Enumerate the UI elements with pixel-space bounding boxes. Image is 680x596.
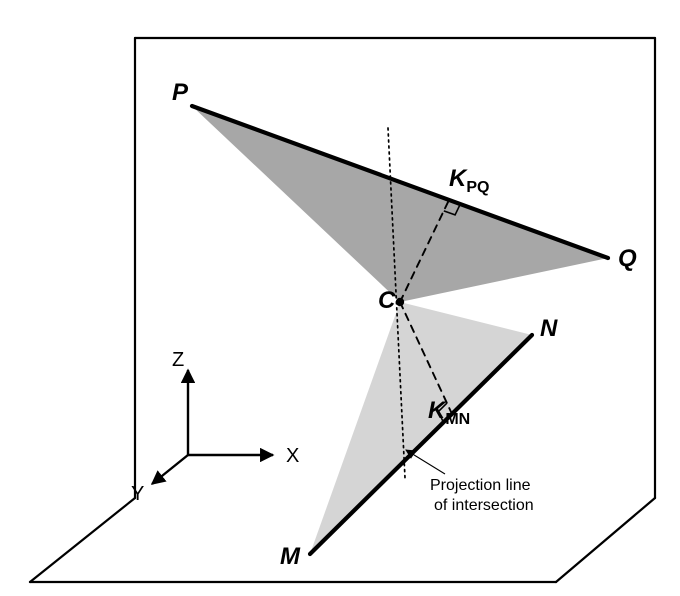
axis-y-label: Y bbox=[131, 483, 144, 505]
caption-line2: of intersection bbox=[434, 497, 534, 514]
label-c: C bbox=[378, 287, 396, 314]
label-p: P bbox=[172, 79, 189, 106]
label-n: N bbox=[540, 315, 558, 342]
caption-line1: Projection line bbox=[430, 477, 531, 494]
label-q: Q bbox=[618, 245, 637, 272]
label-m: M bbox=[280, 543, 301, 570]
point-c-dot bbox=[396, 298, 404, 306]
axis-x-label: X bbox=[286, 445, 299, 467]
axis-z-label: Z bbox=[172, 349, 184, 371]
